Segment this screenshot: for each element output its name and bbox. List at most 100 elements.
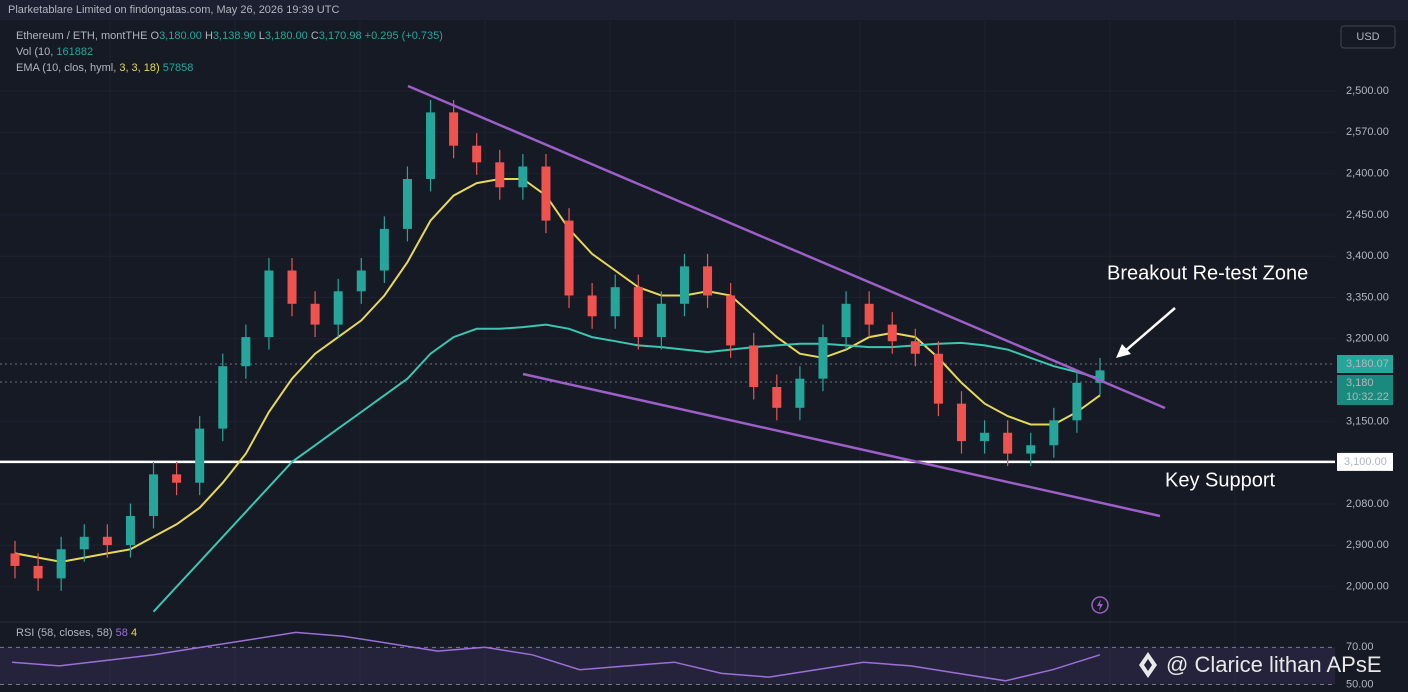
vol-label: Vol (10, bbox=[16, 46, 53, 58]
candle-body bbox=[1026, 445, 1036, 454]
candle-body bbox=[172, 474, 182, 483]
ohlc-value: 3,180.00 bbox=[159, 30, 202, 42]
candle-body bbox=[102, 536, 112, 546]
candle-body bbox=[426, 112, 436, 179]
candle-body bbox=[656, 303, 666, 338]
candle-body bbox=[10, 553, 20, 566]
rsi-line bbox=[11, 631, 1101, 682]
symbol: Ethereum / ETH, montTHE bbox=[16, 30, 147, 42]
candle-body bbox=[887, 324, 897, 342]
ema-value: 57858 bbox=[163, 62, 194, 74]
candle-body bbox=[1095, 370, 1105, 383]
candle-body bbox=[287, 270, 297, 304]
candle-body bbox=[956, 403, 966, 442]
price-axis-label: 3,350.00 bbox=[1346, 291, 1389, 303]
candle-body bbox=[402, 178, 412, 229]
support-annotation: Key Support bbox=[1165, 469, 1276, 491]
candle-body bbox=[772, 387, 782, 408]
top-bar bbox=[0, 0, 1408, 20]
candle-body bbox=[56, 549, 66, 579]
price-pane: 3,100.00 bbox=[0, 99, 1393, 613]
ohlc-key: C bbox=[311, 30, 319, 42]
ema-params: 3, 3, 18) bbox=[119, 62, 159, 74]
candle-body bbox=[864, 303, 874, 325]
header-text: Plarketablare Limited on findongatas.com… bbox=[8, 4, 339, 16]
candle-body bbox=[749, 345, 759, 388]
candle-body bbox=[633, 287, 643, 338]
candle-body bbox=[218, 366, 228, 429]
candle-body bbox=[679, 266, 689, 304]
candle-body bbox=[310, 303, 320, 325]
rsi-title: RSI (58, closes, 58) bbox=[16, 627, 113, 639]
alert-icon[interactable] bbox=[1091, 596, 1109, 614]
ohlc-value: 3,170.98 bbox=[319, 30, 362, 42]
candle-body bbox=[1072, 382, 1082, 421]
candle-body bbox=[910, 341, 920, 354]
candle-body bbox=[495, 162, 505, 188]
ema-label: EMA (10, clos, hyml, bbox=[16, 62, 116, 74]
candle-body bbox=[518, 166, 528, 188]
rsi-extra: 4 bbox=[131, 627, 137, 639]
rsi-axis-label: 70.00 bbox=[1346, 641, 1374, 653]
price-axis-label: 2,500.00 bbox=[1346, 85, 1389, 97]
candle-body bbox=[125, 515, 135, 546]
ohlc-value: 3,180.00 bbox=[265, 30, 308, 42]
ema-line bbox=[152, 323, 1101, 613]
price-axis-label: 3,400.00 bbox=[1346, 250, 1389, 262]
current-price: 3,180 bbox=[1346, 377, 1374, 389]
price-axis-label: 2,450.00 bbox=[1346, 209, 1389, 221]
price-axis-label: 2,400.00 bbox=[1346, 168, 1389, 180]
candle-body bbox=[610, 287, 620, 317]
candle-body bbox=[703, 266, 713, 296]
vol-value: 161882 bbox=[56, 46, 93, 58]
candle-body bbox=[356, 270, 366, 292]
current-price-tag bbox=[1337, 375, 1393, 405]
candle-body bbox=[726, 295, 736, 346]
price-axis-label: 2,080.00 bbox=[1346, 498, 1389, 510]
price-axis-label: 2,570.00 bbox=[1346, 126, 1389, 138]
candle-body bbox=[933, 353, 943, 404]
legend-vol: Vol (10, 161882 bbox=[16, 46, 93, 58]
candle-body bbox=[449, 112, 459, 146]
price-axis-label: 2,900.00 bbox=[1346, 539, 1389, 551]
support-tag bbox=[1337, 452, 1393, 471]
candle-body bbox=[841, 303, 851, 338]
candle-body bbox=[1049, 420, 1059, 446]
price-axis-label: 2,000.00 bbox=[1346, 581, 1389, 593]
currency-button[interactable] bbox=[1340, 25, 1396, 49]
annotation-arrow bbox=[1123, 307, 1176, 353]
candle-body bbox=[264, 270, 274, 338]
watermark-icon bbox=[1139, 652, 1157, 678]
candle-body bbox=[818, 337, 828, 379]
watermark: @ Clarice lithan APsE bbox=[1166, 652, 1382, 677]
ema-line bbox=[14, 178, 1101, 563]
candle-body bbox=[587, 295, 597, 317]
rsi-legend: RSI (58, closes, 58) 58 4 bbox=[16, 627, 137, 639]
candle-body bbox=[1003, 432, 1013, 454]
legend-ohlc: Ethereum / ETH, montTHE O3,180.00 H3,138… bbox=[16, 30, 443, 42]
breakout-annotation: Breakout Re-test Zone bbox=[1107, 262, 1308, 284]
currency-label[interactable]: USD bbox=[1356, 31, 1379, 43]
candle-body bbox=[472, 145, 482, 163]
candle-body bbox=[980, 432, 990, 442]
candle-body bbox=[195, 428, 205, 483]
last-price: 3,180.07 bbox=[1346, 358, 1389, 370]
bolt bbox=[1097, 599, 1103, 611]
rsi-axis-label: 50.00 bbox=[1346, 678, 1374, 690]
support-price: 3,100.00 bbox=[1344, 456, 1387, 468]
arrow-head bbox=[1116, 344, 1131, 358]
rsi-pane: 70.00 50.00 bbox=[0, 631, 1374, 690]
price-axis-label: 3,150.00 bbox=[1346, 415, 1389, 427]
rsi-value: 58 bbox=[116, 627, 128, 639]
candle-body bbox=[564, 220, 574, 296]
ohlc-key: L bbox=[259, 30, 265, 42]
price-axis-label: 3,200.00 bbox=[1346, 333, 1389, 345]
candle-body bbox=[795, 378, 805, 408]
candle-body bbox=[333, 291, 343, 325]
trendline-lower bbox=[522, 372, 1161, 518]
change: +0.295 (+0.735) bbox=[365, 30, 443, 42]
ohlc-key: H bbox=[205, 30, 213, 42]
candle-body bbox=[541, 166, 551, 221]
